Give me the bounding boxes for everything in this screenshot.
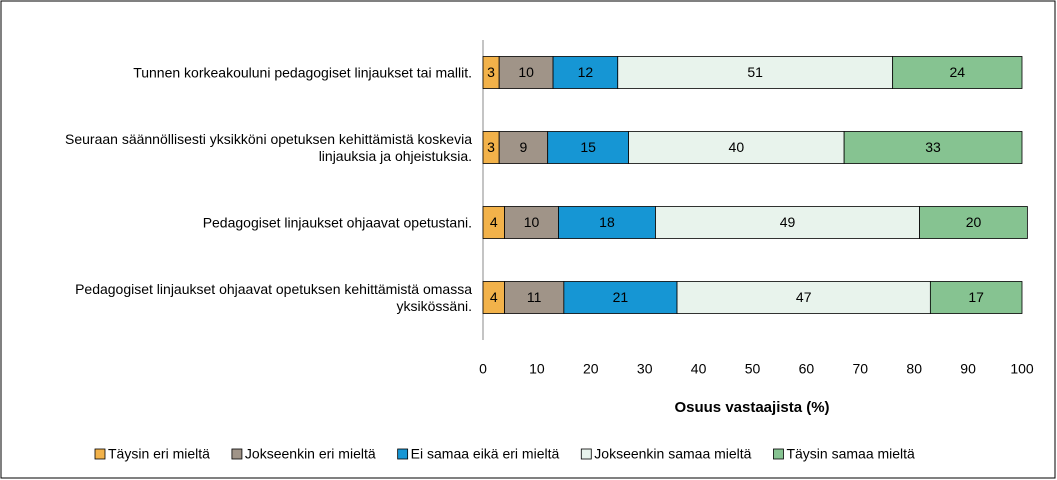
bar-segment bbox=[558, 206, 656, 239]
value-label: 10 bbox=[518, 64, 534, 80]
legend-label: Täysin eri mieltä bbox=[108, 446, 210, 462]
x-axis-title: Osuus vastaajista (%) bbox=[674, 399, 829, 416]
x-tick-label: 100 bbox=[1010, 361, 1034, 377]
value-label: 47 bbox=[796, 289, 812, 305]
category-label: Seuraan säännöllisesti yksikköni opetuks… bbox=[65, 130, 472, 164]
value-label: 20 bbox=[966, 214, 982, 230]
value-label: 15 bbox=[580, 139, 596, 155]
legend-swatch bbox=[231, 448, 243, 460]
legend-label: Jokseenkin eri mieltä bbox=[245, 446, 376, 462]
bar-segment bbox=[498, 56, 554, 89]
bar-segment bbox=[498, 131, 549, 164]
x-tick-label: 10 bbox=[529, 361, 545, 377]
value-label: 17 bbox=[968, 289, 984, 305]
value-label: 3 bbox=[487, 64, 495, 80]
value-label: 18 bbox=[599, 214, 615, 230]
value-label: 9 bbox=[520, 139, 528, 155]
x-tick-label: 0 bbox=[479, 361, 487, 377]
value-label: 40 bbox=[729, 139, 745, 155]
value-label: 33 bbox=[925, 139, 941, 155]
x-tick-label: 60 bbox=[799, 361, 815, 377]
legend-label: Ei samaa eikä eri mieltä bbox=[411, 446, 560, 462]
x-tick-label: 90 bbox=[960, 361, 976, 377]
bar-segment bbox=[617, 56, 894, 89]
bar-segment bbox=[655, 206, 920, 239]
bar-segment bbox=[676, 281, 931, 314]
value-label: 12 bbox=[578, 64, 594, 80]
value-label: 24 bbox=[950, 64, 966, 80]
bar-segment bbox=[929, 281, 1023, 314]
x-tick-label: 80 bbox=[906, 361, 922, 377]
value-label: 4 bbox=[490, 214, 498, 230]
bar-segment bbox=[843, 131, 1023, 164]
value-label: 51 bbox=[747, 64, 763, 80]
category-label: Pedagogiset linjaukset ohjaavat opetusta… bbox=[202, 214, 472, 230]
legend-label: Jokseenkin samaa mieltä bbox=[594, 446, 751, 462]
bar-segment bbox=[628, 131, 845, 164]
legend-label: Täysin samaa mieltä bbox=[786, 446, 915, 462]
x-tick-label: 20 bbox=[583, 361, 599, 377]
x-tick-label: 50 bbox=[745, 361, 761, 377]
x-tick-label: 70 bbox=[853, 361, 869, 377]
value-label: 49 bbox=[780, 214, 796, 230]
bar-segment bbox=[919, 206, 1028, 239]
legend-swatch bbox=[773, 448, 784, 460]
value-label: 21 bbox=[613, 289, 629, 305]
bar-segment bbox=[892, 56, 1023, 89]
category-label: Pedagogiset linjaukset ohjaavat opetukse… bbox=[75, 280, 472, 314]
bar-segment bbox=[504, 206, 559, 239]
bar-segment bbox=[547, 131, 629, 164]
value-label: 3 bbox=[487, 139, 495, 155]
bar-segment bbox=[552, 56, 619, 89]
value-label: 10 bbox=[524, 214, 540, 230]
x-tick-label: 30 bbox=[637, 361, 653, 377]
x-tick-label: 40 bbox=[691, 361, 707, 377]
legend-swatch bbox=[397, 448, 409, 460]
legend-swatch bbox=[580, 448, 592, 460]
bar-segment bbox=[563, 281, 678, 314]
category-label: Tunnen korkeakouluni pedagogiset linjauk… bbox=[133, 64, 472, 80]
value-label: 4 bbox=[490, 289, 498, 305]
legend-swatch bbox=[94, 448, 106, 460]
value-label: 11 bbox=[527, 289, 542, 305]
